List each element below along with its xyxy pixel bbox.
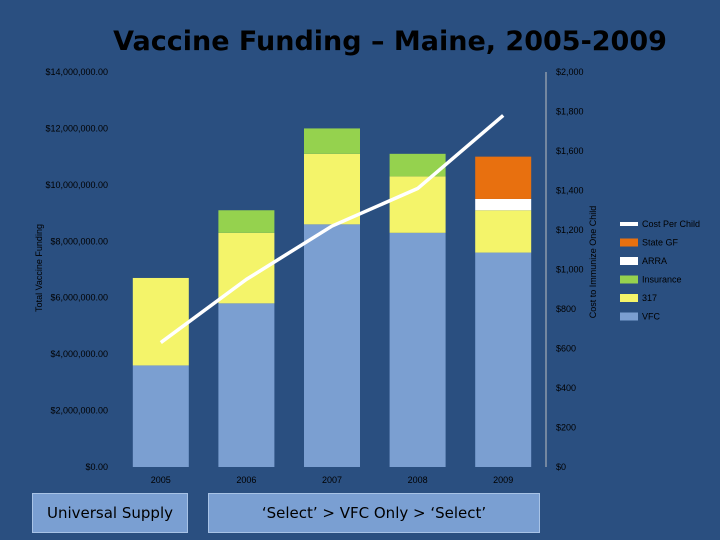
y2-tick-label: $1,000 — [556, 265, 584, 275]
legend-label-insurance: Insurance — [642, 275, 682, 285]
y2-tick-label: $1,400 — [556, 186, 584, 196]
legend-swatch-cost-per-child — [620, 222, 638, 226]
bar-vfc-2006 — [218, 303, 275, 467]
bar-317-2009 — [475, 210, 532, 253]
bar-317-2007 — [304, 153, 360, 225]
x-tick-label: 2008 — [408, 475, 428, 485]
y2-tick-label: $200 — [556, 423, 576, 433]
legend-swatch-arra — [620, 257, 638, 265]
y-tick-label: $12,000,000.00 — [45, 123, 108, 133]
x-tick-label: 2006 — [236, 475, 256, 485]
legend-label-arra: ARRA — [642, 256, 667, 266]
y2-tick-label: $600 — [556, 344, 576, 354]
x-tick-label: 2009 — [493, 475, 513, 485]
bar-insurance-2007 — [304, 128, 360, 154]
y-tick-label: $2,000,000.00 — [50, 406, 108, 416]
legend-label-state-gf: State GF — [642, 238, 679, 248]
y-axis-title: Total Vaccine Funding — [34, 224, 44, 312]
bar-insurance-2008 — [389, 153, 446, 177]
bar-317-2005 — [132, 277, 189, 366]
legend-swatch-state-gf — [620, 238, 638, 247]
y2-tick-label: $1,600 — [556, 146, 584, 156]
y2-tick-label: $1,800 — [556, 107, 584, 117]
bar-vfc-2009 — [475, 252, 532, 467]
select-vfc-only-box: ‘Select’ > VFC Only > ‘Select’ — [208, 493, 540, 533]
x-tick-label: 2005 — [151, 475, 171, 485]
bar-state-gf-2009 — [475, 156, 532, 199]
y-tick-label: $8,000,000.00 — [50, 236, 108, 246]
y2-axis-title: Cost to Immunize One Child — [588, 206, 598, 319]
bar-vfc-2005 — [132, 365, 189, 467]
y-tick-label: $4,000,000.00 — [50, 349, 108, 359]
y-tick-label: $14,000,000.00 — [45, 67, 108, 77]
y-tick-label: $0.00 — [85, 462, 108, 472]
y-tick-label: $6,000,000.00 — [50, 293, 108, 303]
universal-supply-box: Universal Supply — [32, 493, 188, 533]
x-tick-label: 2007 — [322, 475, 342, 485]
legend-swatch-vfc — [620, 312, 638, 321]
bar-317-2008 — [389, 176, 446, 233]
y2-tick-label: $0 — [556, 462, 566, 472]
legend-label-cost-per-child: Cost Per Child — [642, 219, 700, 229]
line-cost-per-child — [159, 114, 505, 344]
y2-tick-label: $1,200 — [556, 225, 584, 235]
legend-swatch-317 — [620, 294, 638, 302]
y2-tick-label: $800 — [556, 304, 576, 314]
y2-tick-label: $400 — [556, 383, 576, 393]
legend-swatch-insurance — [620, 275, 638, 284]
y-tick-label: $10,000,000.00 — [45, 180, 108, 190]
legend-label-317: 317 — [642, 293, 657, 303]
bar-arra-2009 — [475, 198, 532, 211]
bar-vfc-2008 — [389, 232, 446, 467]
slide-title: Vaccine Funding – Maine, 2005-2009 — [113, 26, 667, 57]
bar-vfc-2007 — [304, 224, 360, 467]
legend-label-vfc: VFC — [642, 312, 661, 322]
bar-insurance-2006 — [218, 210, 275, 233]
y2-tick-label: $2,000 — [556, 67, 584, 77]
